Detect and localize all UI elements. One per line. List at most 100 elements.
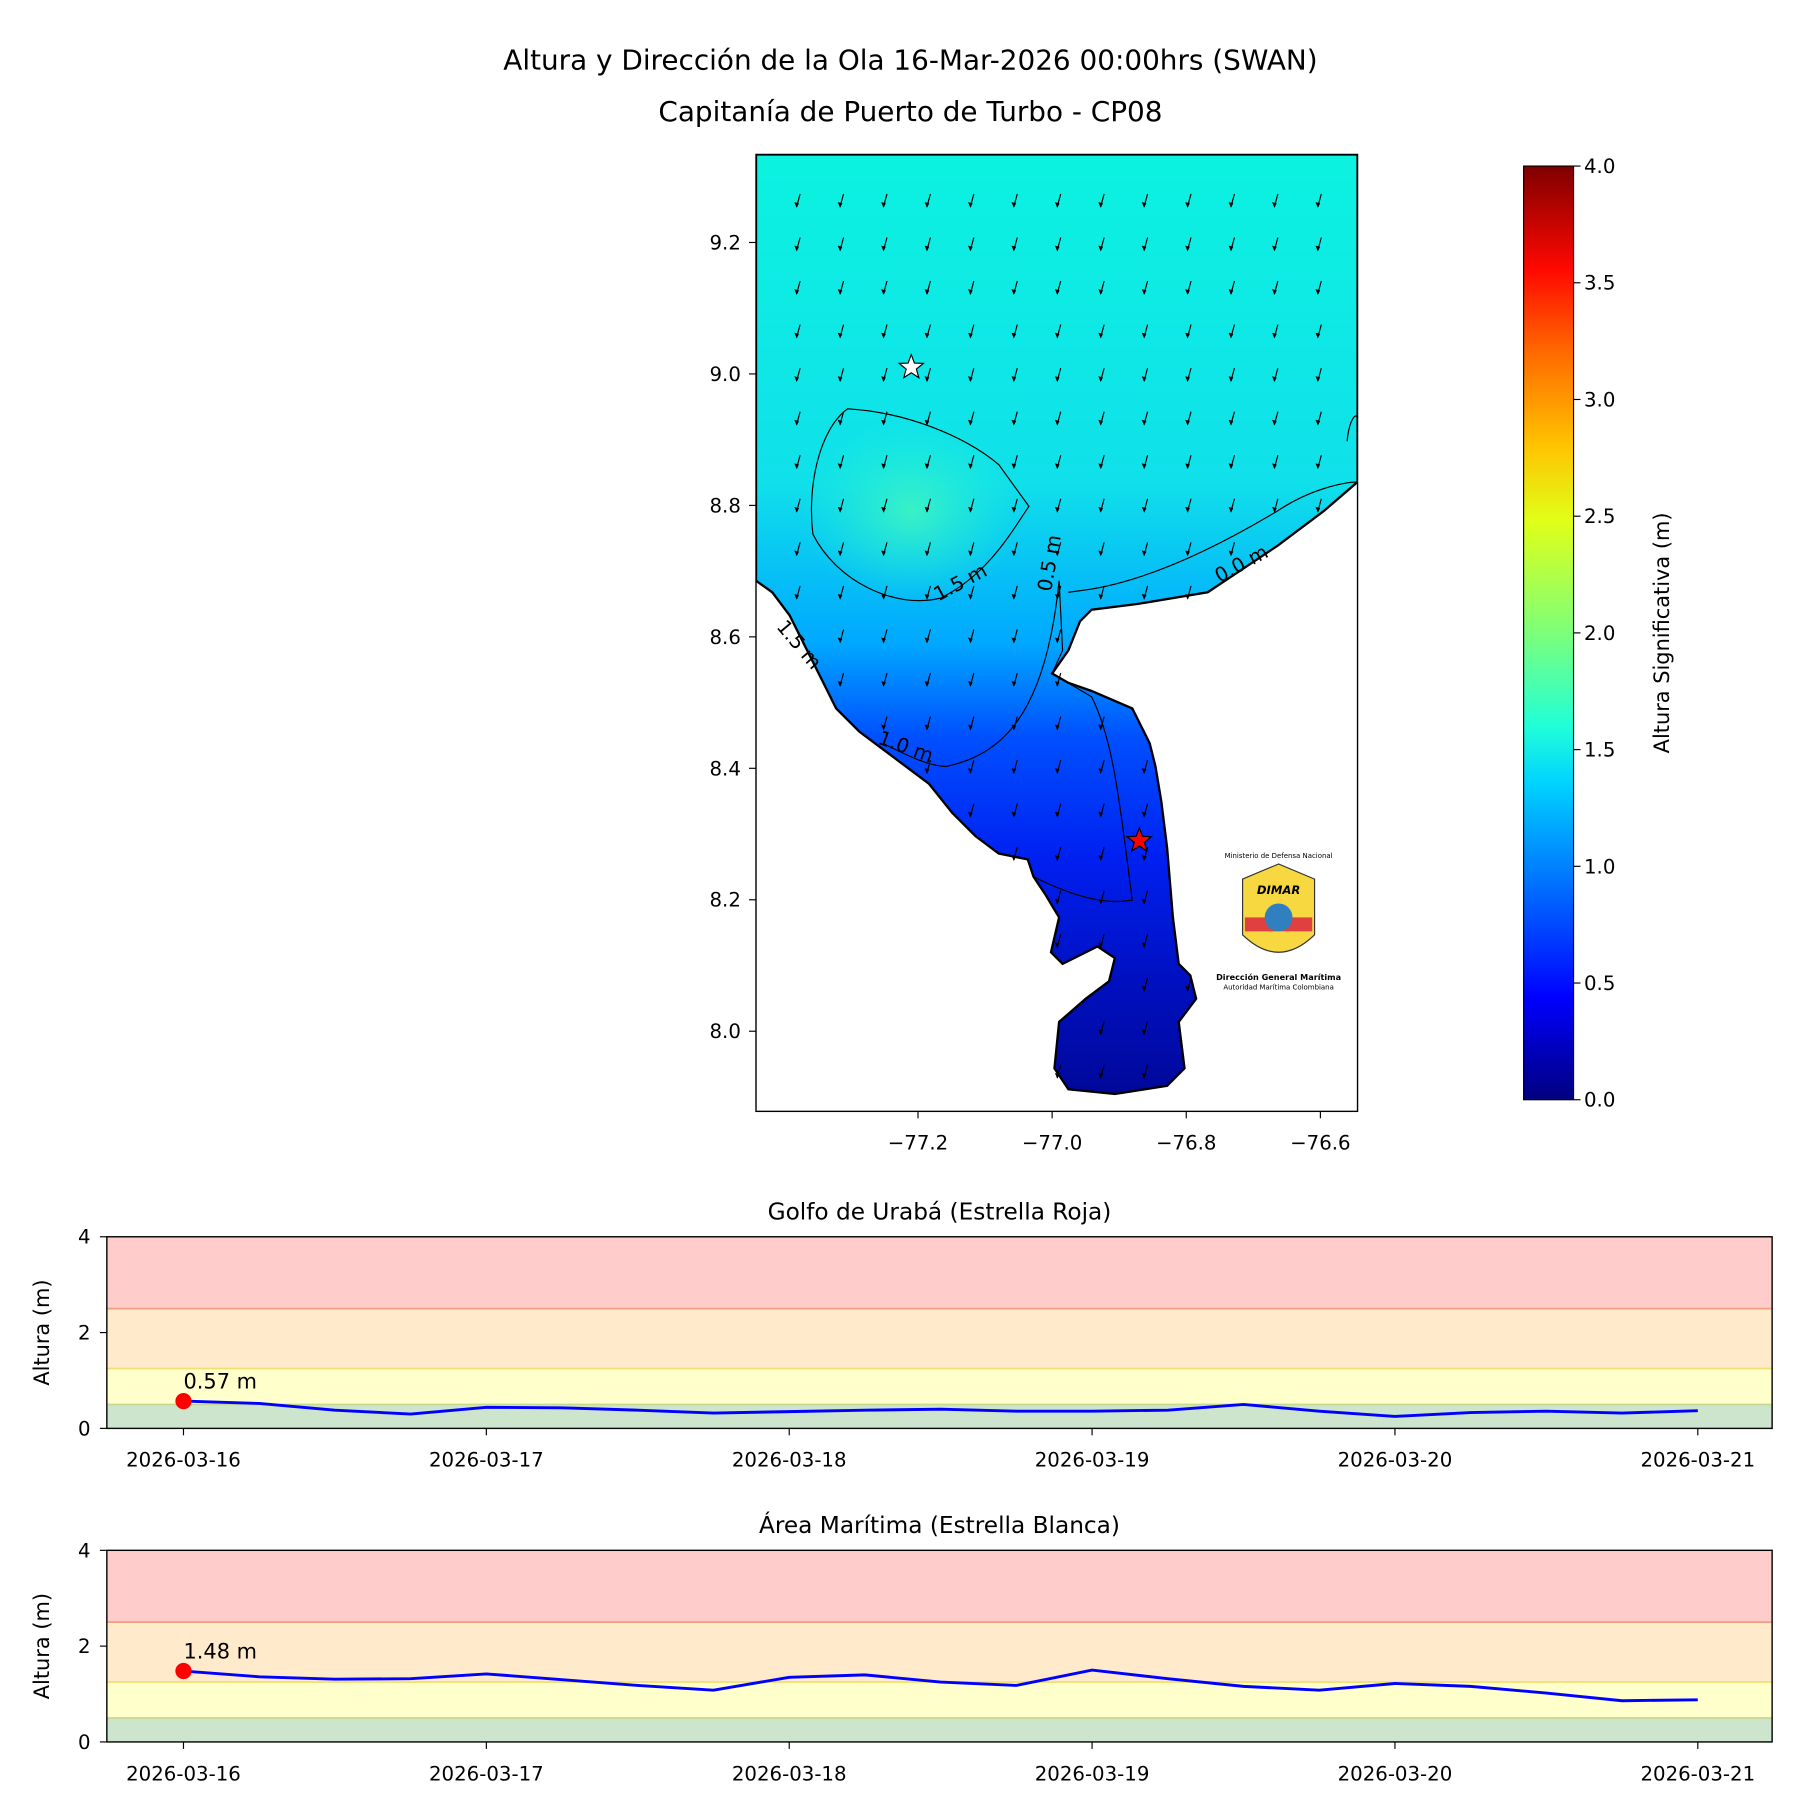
wave-arrow (881, 542, 888, 557)
risk-band (106, 1404, 1773, 1429)
wave-arrow (1228, 193, 1236, 208)
risk-band (106, 1308, 1773, 1369)
contour-1.0m (882, 580, 1133, 903)
y-tick-label: 2 (78, 1635, 91, 1658)
colorbar-tick-label: 2.0 (1584, 622, 1615, 645)
risk-band (106, 1622, 1773, 1683)
wave-arrow (1185, 237, 1192, 252)
wave-arrow (837, 367, 845, 383)
wave-arrow (1054, 716, 1062, 731)
wave-arrow (1098, 280, 1105, 295)
wave-arrow (837, 629, 845, 644)
wave-arrow (1098, 237, 1105, 252)
series-line (183, 1668, 1698, 1703)
y-tick-label: 4 (78, 1539, 91, 1562)
wave-arrow (1141, 1021, 1149, 1036)
wave-arrow (881, 280, 888, 295)
wave-arrow (1315, 367, 1322, 383)
wave-arrow (794, 193, 801, 208)
x-tick-label: 2026-03-19 (1035, 1762, 1150, 1785)
series-line (183, 1399, 1698, 1418)
wave-arrow (1054, 803, 1062, 818)
y-tick-label: 8.4 (710, 757, 741, 780)
red-star-marker (1125, 826, 1153, 853)
wave-arrow (794, 498, 801, 513)
wave-arrow (1315, 455, 1322, 470)
wave-arrow (1098, 455, 1105, 470)
wave-arrow (794, 324, 801, 339)
current-value-label: 1.48 m (183, 1639, 257, 1663)
current-value-marker (175, 1392, 192, 1410)
wave-arrow (1141, 455, 1149, 470)
wave-arrow (924, 585, 931, 600)
title-line1: Altura y Dirección de la Ola 16-Mar-2026… (503, 44, 1317, 77)
wave-arrow (1098, 367, 1105, 383)
y-axis-label: Altura (m) (30, 1593, 54, 1699)
x-tick-label: 2026-03-17 (429, 1762, 544, 1785)
wave-arrow (1185, 411, 1192, 426)
risk-band (106, 1550, 1773, 1623)
wave-arrow (1098, 1064, 1105, 1079)
x-tick-label: −77.2 (888, 1132, 948, 1155)
wave-arrow (968, 716, 975, 731)
risk-band (106, 1717, 1773, 1742)
wave-arrow (837, 193, 845, 208)
wave-arrow (1011, 193, 1018, 208)
wave-arrow (1054, 455, 1062, 470)
wave-arrow (881, 324, 888, 339)
current-value-marker (175, 1662, 192, 1680)
wave-arrow (1141, 280, 1149, 295)
x-tick-label: 2026-03-18 (732, 1449, 847, 1472)
y-tick-label: 8.2 (710, 889, 741, 912)
wave-arrow (968, 585, 975, 600)
wave-arrow (1141, 847, 1149, 862)
wave-arrow (837, 237, 845, 252)
plot-title: Área Marítima (Estrella Blanca) (759, 1511, 1120, 1539)
wave-arrow (1272, 280, 1279, 295)
wave-arrow (1011, 411, 1018, 426)
dimar-logo: Ministerio de Defensa Nacional DIMAR Dir… (1216, 852, 1341, 991)
wave-arrow (1185, 367, 1192, 383)
wave-arrow (1098, 498, 1105, 513)
wave-arrow (837, 498, 845, 513)
svg-text:Autoridad Marítima Colombiana: Autoridad Marítima Colombiana (1223, 983, 1334, 991)
wave-arrow (968, 498, 975, 513)
wave-arrow (1054, 237, 1062, 252)
y-tick-label: 0 (78, 1417, 91, 1440)
wave-arrow (1272, 411, 1279, 426)
wave-direction-arrows (794, 193, 1322, 1079)
wave-arrow (1228, 367, 1236, 383)
plot-title: Golfo de Urabá (Estrella Roja) (768, 1198, 1112, 1225)
wave-arrow (1315, 280, 1322, 295)
x-tick-label: 2026-03-20 (1338, 1762, 1453, 1785)
wave-arrow (1185, 498, 1192, 513)
wave-arrow (1011, 324, 1018, 339)
wave-arrow (1054, 847, 1062, 862)
wave-arrow (794, 542, 801, 557)
y-axis-label: Altura (m) (30, 1279, 54, 1385)
wave-arrow (1141, 890, 1149, 905)
wave-arrow (1141, 498, 1149, 513)
wave-arrow (794, 367, 801, 383)
wave-arrow (968, 672, 975, 687)
wave-arrow (881, 237, 888, 252)
colorbar-tick-label: 3.5 (1584, 272, 1615, 295)
wave-arrow (968, 193, 975, 208)
wave-arrow (1011, 280, 1018, 295)
colorbar-tick-label: 1.0 (1584, 855, 1615, 878)
wave-arrow (1185, 977, 1192, 992)
wave-arrow (1185, 542, 1192, 557)
wave-arrow (881, 672, 888, 687)
wave-arrow (1054, 890, 1062, 905)
wave-arrow (1141, 193, 1149, 208)
wave-arrow (1054, 542, 1062, 557)
wave-arrow (1228, 455, 1236, 470)
risk-band (106, 1682, 1773, 1718)
wave-arrow (1272, 193, 1279, 208)
wave-arrow (794, 455, 801, 470)
wave-arrow (1141, 411, 1149, 426)
wave-arrow (1054, 672, 1062, 687)
wave-arrow (1054, 193, 1062, 208)
x-tick-label: −77.0 (1022, 1132, 1082, 1155)
